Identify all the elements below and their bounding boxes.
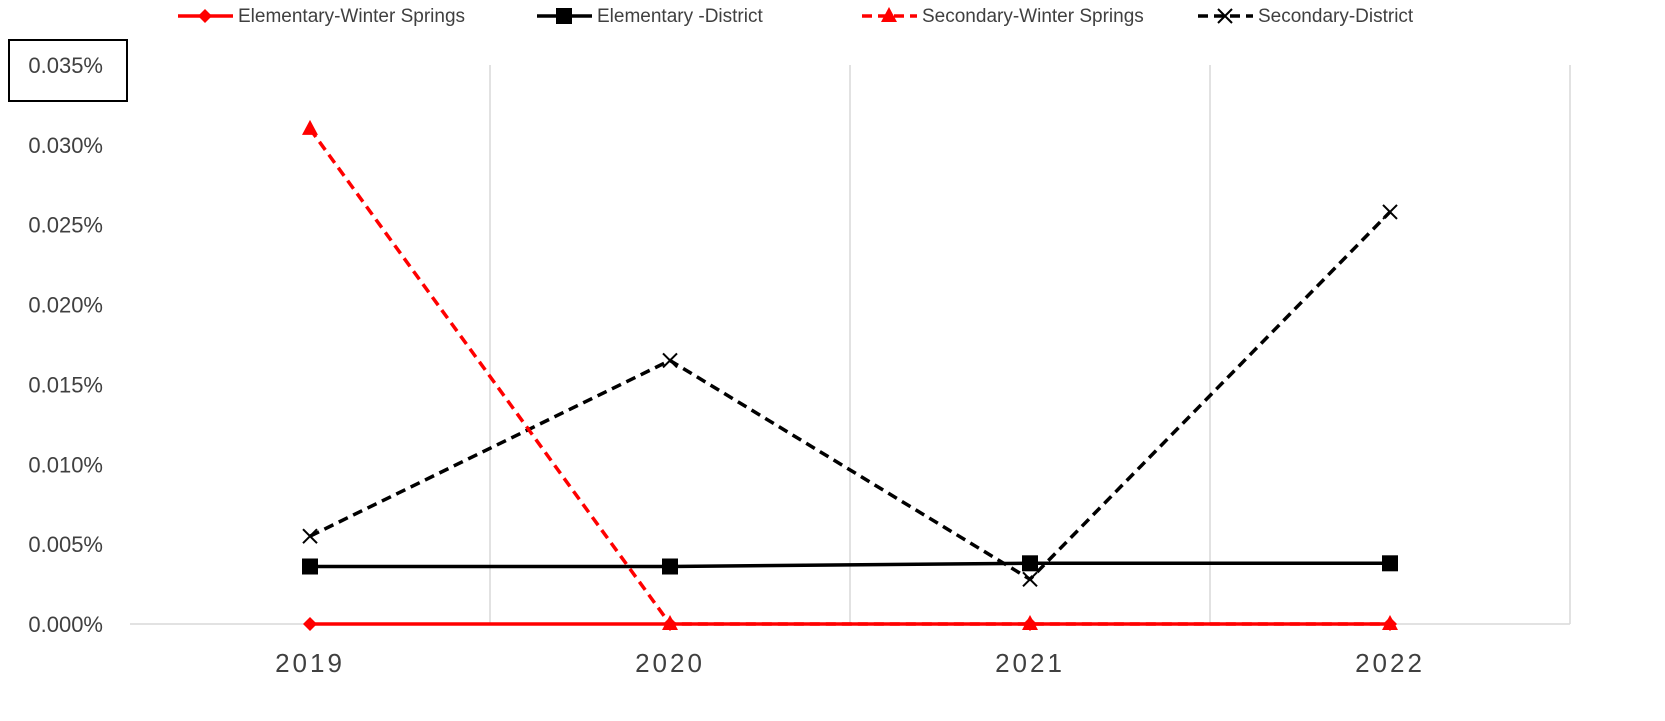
data-point-marker xyxy=(1022,571,1038,587)
data-point-marker xyxy=(302,558,318,575)
data-point-marker xyxy=(1022,555,1038,572)
data-point-marker xyxy=(662,352,678,369)
data-point-marker xyxy=(1383,617,1397,631)
data-point-marker xyxy=(663,617,677,631)
x-tick-label: 2020 xyxy=(635,648,705,678)
data-point-marker xyxy=(1023,617,1037,631)
series-lines xyxy=(302,119,1398,631)
x-marker-stroke xyxy=(662,352,678,369)
x-marker-stroke xyxy=(302,528,318,544)
legend-label: Secondary-District xyxy=(1258,6,1414,27)
x-axis-tick-labels: 2019 2020 2021 2022 xyxy=(275,648,1425,678)
legend-entry: Elementary -District xyxy=(537,6,763,27)
x-marker-stroke xyxy=(1382,204,1398,220)
y-tick-label: 0.020% xyxy=(28,293,103,318)
y-tick-label: 0.005% xyxy=(28,532,103,557)
legend-entry: Secondary-Winter Springs xyxy=(862,6,1144,27)
y-tick-label: 0.000% xyxy=(28,612,103,637)
y-tick-label: 0.015% xyxy=(28,372,103,397)
series-elementary-district xyxy=(302,555,1398,575)
series-line xyxy=(309,210,1392,582)
y-tick-label: 0.025% xyxy=(28,213,103,238)
data-point-marker xyxy=(302,119,318,135)
legend-marker xyxy=(1217,8,1233,24)
gridlines xyxy=(489,65,1571,624)
data-point-marker xyxy=(1382,204,1398,220)
data-point-marker xyxy=(302,528,318,544)
legend-marker xyxy=(556,8,572,24)
y-tick-label: 0.035% xyxy=(28,53,103,78)
x-tick-label: 2019 xyxy=(275,648,345,678)
data-point-marker xyxy=(662,558,678,575)
data-point-marker xyxy=(1382,555,1398,572)
legend-marker xyxy=(198,9,212,23)
series-line xyxy=(310,561,1390,569)
legend-marker xyxy=(881,7,897,22)
x-marker-stroke xyxy=(1022,571,1038,587)
legend-label: Secondary-Winter Springs xyxy=(922,6,1144,27)
series-secondary-district xyxy=(302,204,1398,587)
legend-label: Elementary-Winter Springs xyxy=(238,6,465,27)
legend: Elementary-Winter Springs Elementary -Dis… xyxy=(178,6,1414,27)
x-marker-stroke xyxy=(1217,8,1233,24)
legend-entry: Secondary-District xyxy=(1198,6,1414,27)
data-point-marker xyxy=(303,617,317,631)
legend-label: Elementary -District xyxy=(597,6,763,27)
series-elementary-winter-springs xyxy=(303,617,1397,631)
x-tick-label: 2022 xyxy=(1355,648,1425,678)
y-tick-label: 0.010% xyxy=(28,452,103,477)
y-top-label-box xyxy=(8,39,128,102)
x-tick-label: 2021 xyxy=(995,648,1065,678)
y-tick-label: 0.030% xyxy=(28,133,103,158)
legend-entry: Elementary-Winter Springs xyxy=(178,6,465,27)
y-axis-tick-labels: 0.000% 0.005% 0.010% 0.015% 0.020% 0.025% 0.03… xyxy=(8,39,128,637)
